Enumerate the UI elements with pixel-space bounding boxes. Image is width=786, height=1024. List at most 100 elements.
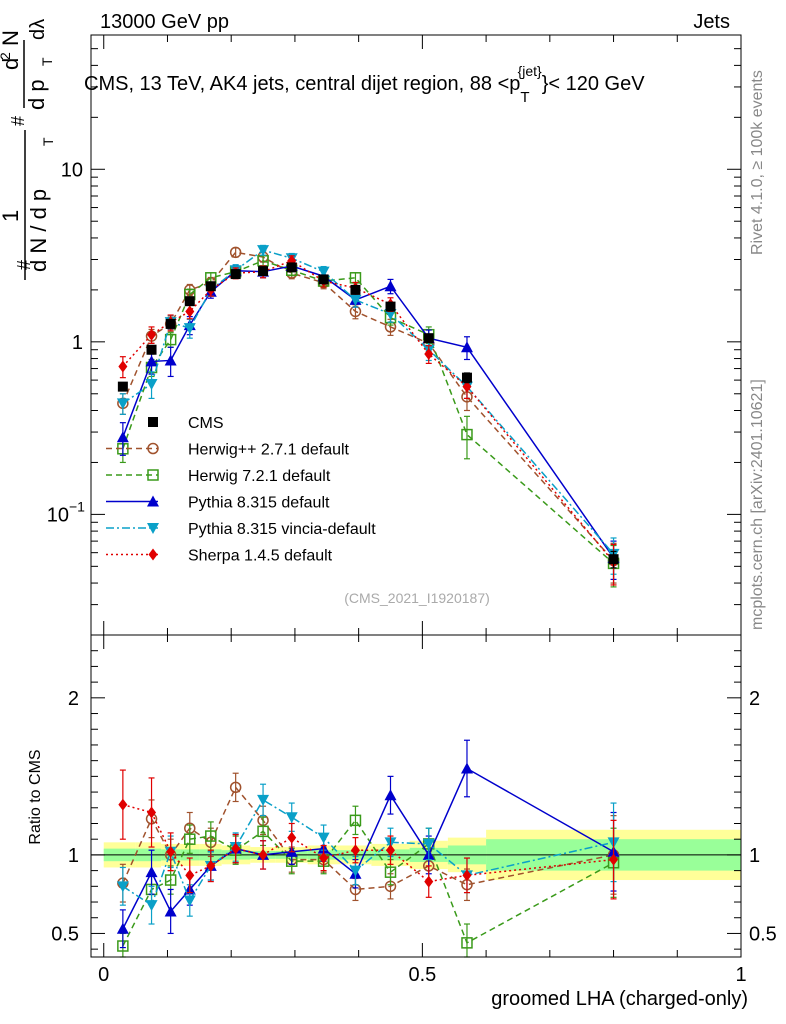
cms-point [117,381,128,392]
svg-text:N: N [0,30,23,46]
cms-point [146,344,157,355]
ratio-y-tick-label-left: 2 [68,688,79,710]
cms-point [205,281,216,292]
cms-point [258,266,269,277]
svg-text:dλ: dλ [27,19,49,40]
herwig7-point [184,833,196,845]
vincia-point [145,900,158,912]
sherpa-point [609,853,619,866]
cms-point [423,333,434,344]
sherpa-point [118,360,128,373]
legend-marker [148,548,158,561]
ratio-panel-frame [90,634,742,958]
header-right-label: Jets [693,11,730,33]
cms-point [461,372,472,383]
cms-point [165,318,176,329]
pythia-point [145,866,158,878]
vincia-line [122,798,614,907]
cms-point [230,269,241,280]
herwig7-point [461,428,473,441]
sherpa-point [287,831,297,844]
ratio-y-tick-label-left: 0.5 [51,923,79,945]
x-axis-label: groomed LHA (charged-only) [491,988,748,1010]
series-herwig7-ratio [117,805,620,958]
main-y-axis-label: # d N / d p T 1 # d p T d 2 N dλ [0,19,56,280]
legend-entry-vincia: Pythia 8.315 vincia-default [106,521,376,538]
sherpa-line [122,259,615,563]
svg-text:d N / d p: d N / d p [26,189,51,272]
vincia-point [317,832,330,844]
vincia-point [257,245,270,257]
sherpa-point [231,842,241,855]
legend-marker [147,523,159,534]
legend-label: Pythia 8.315 vincia-default [188,521,376,538]
x-tick-label: 0 [98,964,109,986]
cms-point [318,274,329,285]
cms-point [286,262,297,273]
ratio-y-tick-label-left: 1 [68,845,79,867]
legend-entry-pythia: Pythia 8.315 default [106,495,330,512]
vincia-point [257,794,270,806]
vincia-point [183,895,196,907]
ratio-y-axis-label: Ratio to CMS [27,749,44,844]
pythia-point [384,789,397,801]
pythia-point [116,922,129,934]
herwig7-point [257,825,269,838]
herwig7-point [461,937,473,949]
sherpa-point [386,844,396,857]
sherpa-point [350,844,360,857]
vincia-point [349,865,362,877]
analysis-watermark: (CMS_2021_I1920187) [344,590,490,606]
series-cms-main [117,262,619,569]
herwig7-point [384,866,397,878]
ratio-y-tick-label-right: 1 [749,845,760,867]
pythia-point [384,280,397,292]
pythia-point [145,355,158,367]
vincia-point [116,398,129,410]
herwig7-line [122,259,615,564]
cms-point [350,284,361,295]
pythia-line [122,767,614,930]
herwigpp-point [229,781,242,794]
sherpa-point [462,869,472,882]
legend-label: Herwig++ 2.7.1 default [188,442,350,459]
svg-text:d: d [0,58,23,70]
sherpa-point [462,380,472,393]
svg-text:#: # [8,116,28,126]
svg-text:1: 1 [0,210,23,222]
legend-marker [147,469,159,481]
legend-label: Pythia 8.315 default [188,495,330,512]
svg-text:T: T [39,57,55,66]
herwigpp-line [122,251,615,562]
sherpa-point [166,845,176,858]
main-y-tick-label: 10 [61,159,83,181]
legend-label: CMS [188,415,224,432]
mcplots-reference-label: mcplots.cern.ch [arXiv:2401.10621] [749,379,766,630]
legend-label: Herwig 7.2.1 default [188,468,331,485]
pythia-point [116,431,129,443]
ratio-panel-data [116,739,620,958]
legend-marker [147,442,159,455]
cms-point [608,554,619,565]
herwigpp-point [229,246,242,259]
pythia-point [460,762,473,774]
vincia-point [349,294,362,306]
sherpa-point [206,859,216,872]
vincia-point [145,378,158,390]
svg-text:T: T [40,137,56,146]
cms-point [385,301,396,312]
series-sherpa-ratio [118,769,619,900]
legend-label: Sherpa 1.4.5 default [188,548,333,565]
vincia-point [183,323,196,335]
ratio-y-tick-label-right: 2 [749,688,760,710]
legend-entry-sherpa: Sherpa 1.4.5 default [106,548,333,565]
header-left-label: 13000 GeV pp [100,11,229,33]
herwig7-point [164,874,177,886]
sherpa-point [185,305,195,318]
sherpa-line [122,803,614,883]
rivet-version-label: Rivet 4.1.0, ≥ 100k events [749,70,766,255]
legend-marker [148,417,158,427]
sherpa-point [185,869,195,882]
